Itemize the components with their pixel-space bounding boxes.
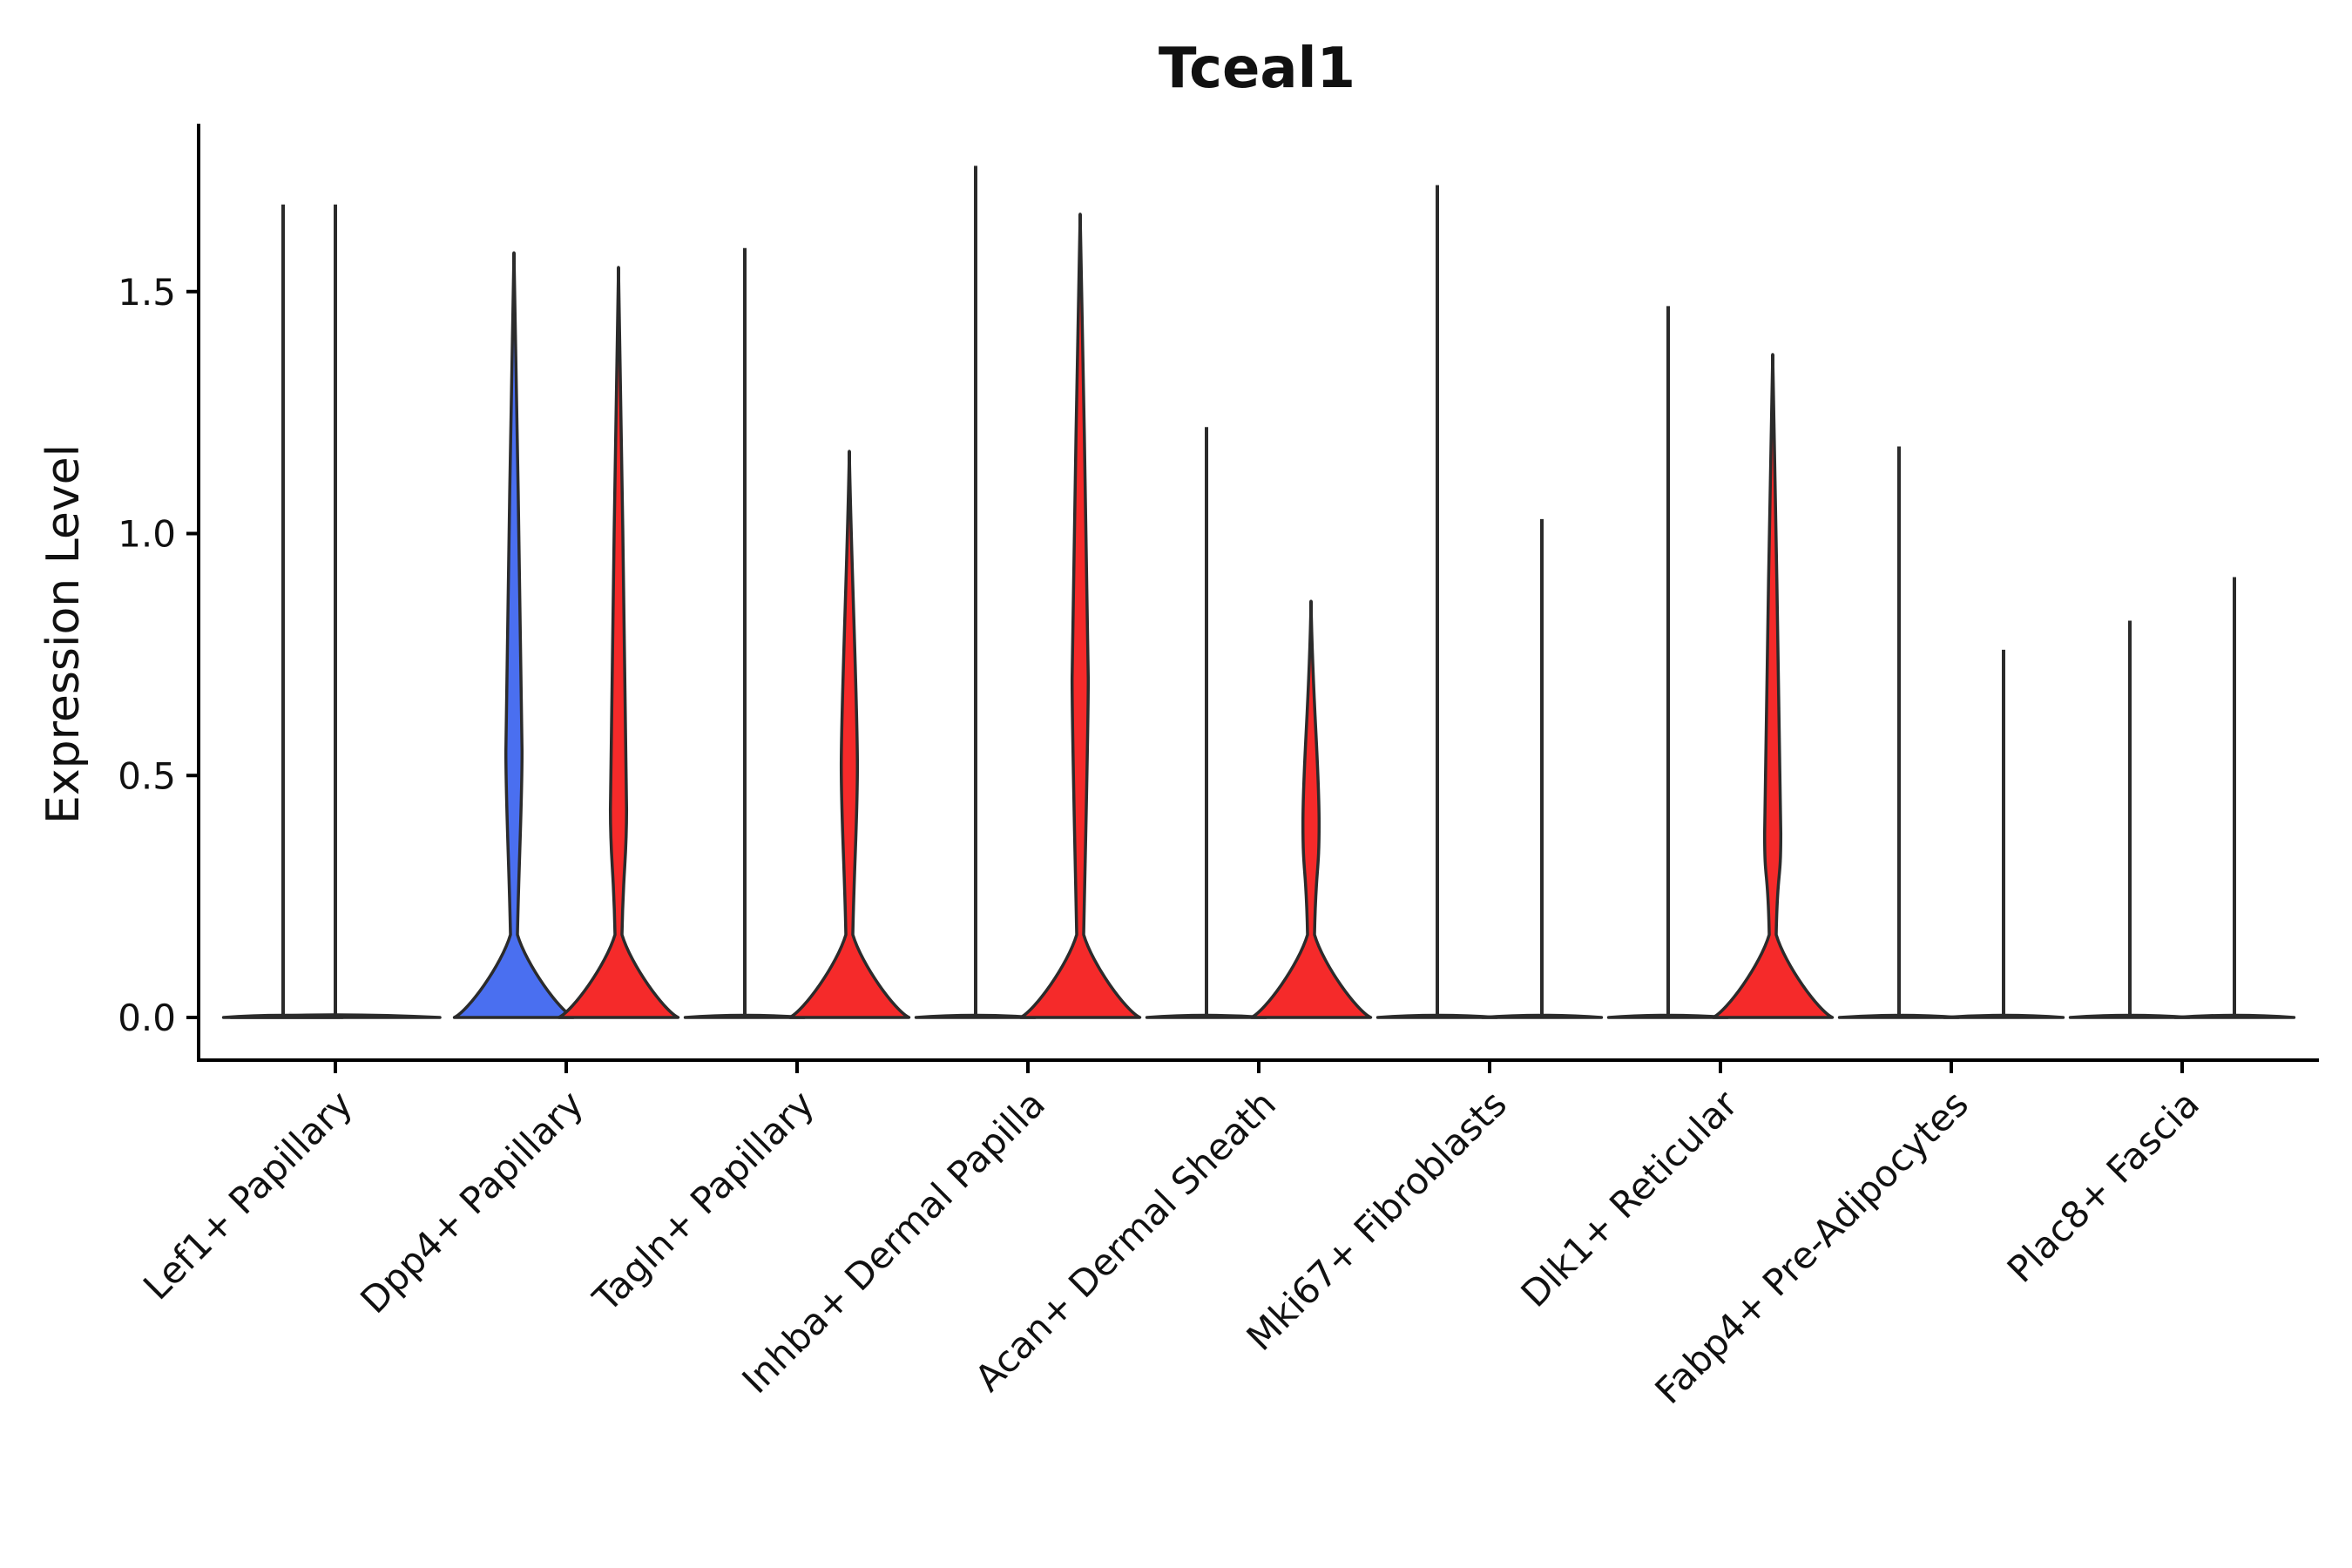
x-tick-label: Lef1+ Papillary [135, 1082, 361, 1308]
violin-right [1711, 353, 1835, 1019]
violin-left [2068, 1013, 2192, 1019]
y-tick-label: 1.0 [118, 513, 176, 556]
violin-left [1375, 1013, 1499, 1019]
violin-single [229, 1013, 442, 1019]
y-tick-label: 0.5 [118, 754, 176, 797]
violin-right [1942, 1013, 2065, 1019]
violin-left [1606, 1013, 1730, 1019]
y-tick-label: 0.0 [118, 997, 176, 1039]
chart-title: Tceal1 [1159, 37, 1355, 101]
y-axis-label: Expression Level [37, 444, 90, 824]
violin-left [452, 251, 576, 1019]
violin-group [221, 166, 2296, 1019]
violin-right [787, 449, 911, 1019]
x-tick-label: Mki67+ Fibroblasts [1239, 1082, 1515, 1358]
violin-left [1837, 1013, 1961, 1019]
x-tick-label: Tagln+ Papillary [585, 1082, 822, 1320]
violin-right [1480, 1013, 1604, 1019]
violin-right [1249, 599, 1373, 1019]
y-tick-label: 1.5 [118, 271, 176, 314]
x-tick-label: Plac8+ Fascia [1999, 1082, 2207, 1290]
x-tick-label: Dlk1+ Reticular [1513, 1082, 1747, 1315]
violin-right [1018, 213, 1142, 1019]
violin-right [557, 266, 680, 1019]
violin-right [2173, 1013, 2296, 1019]
y-ticks: 0.0 0.5 1.0 1.5 [118, 271, 199, 1039]
violin-left [914, 1013, 1037, 1019]
x-tick-label: Dpp4+ Papillary [352, 1082, 591, 1321]
violin-left [683, 1013, 807, 1019]
violin-left [1145, 1013, 1268, 1019]
